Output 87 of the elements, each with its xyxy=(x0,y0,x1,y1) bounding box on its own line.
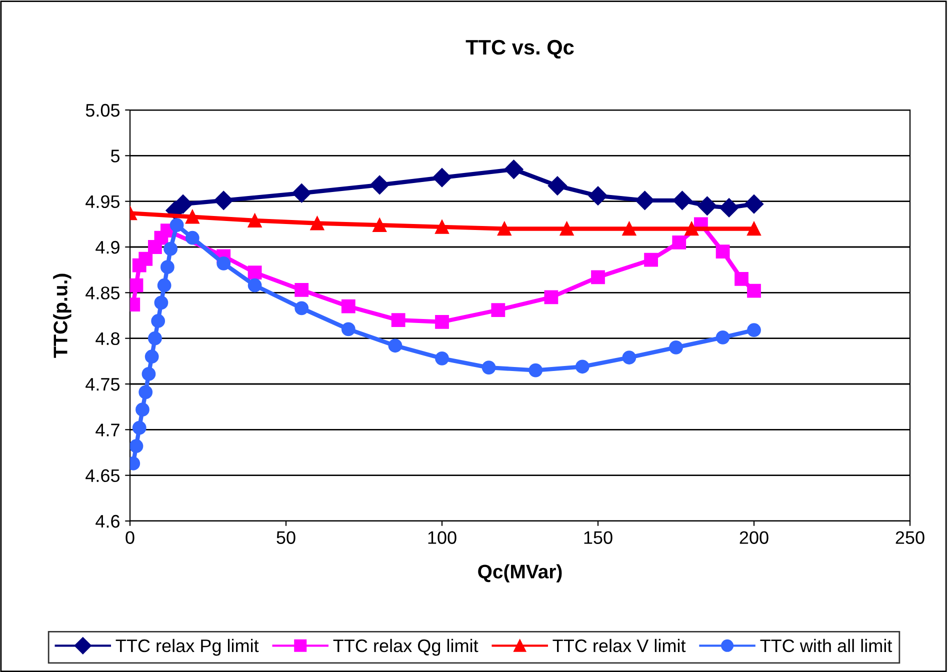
point xyxy=(185,210,200,224)
point xyxy=(669,340,683,354)
y-tick-label: 5.05 xyxy=(86,104,120,117)
point xyxy=(130,439,144,454)
x-tick-label: 100 xyxy=(428,531,456,544)
point xyxy=(544,290,558,304)
point xyxy=(716,330,730,344)
point xyxy=(734,272,748,286)
point xyxy=(575,360,590,374)
y-tick-label: 4.8 xyxy=(96,332,120,346)
chart-title: TTC vs. Qc xyxy=(466,40,574,59)
point xyxy=(214,190,234,210)
point xyxy=(138,385,153,400)
point xyxy=(528,363,543,378)
point xyxy=(435,220,449,234)
point xyxy=(157,278,172,292)
point xyxy=(720,198,739,218)
point xyxy=(622,350,636,364)
y-tick-label: 5 xyxy=(110,150,120,162)
point xyxy=(138,252,153,266)
point xyxy=(148,331,162,346)
point xyxy=(248,278,262,292)
point xyxy=(310,216,324,230)
y-tick-label: 4.9 xyxy=(96,240,120,254)
point xyxy=(160,260,174,274)
point xyxy=(744,194,764,214)
point xyxy=(341,299,356,314)
point xyxy=(248,214,262,228)
point xyxy=(482,360,496,375)
legend-label: TTC with all limit xyxy=(760,638,892,652)
y-tick-label: 4.85 xyxy=(86,286,120,300)
x-tick-label: 250 xyxy=(896,531,924,544)
point xyxy=(548,176,567,196)
point xyxy=(130,278,144,292)
point xyxy=(292,184,312,203)
point xyxy=(372,218,387,232)
x-tick-label: 150 xyxy=(584,531,612,544)
point xyxy=(370,175,390,194)
y-tick-label: 4.95 xyxy=(86,195,120,208)
point xyxy=(504,160,524,179)
point xyxy=(248,266,262,280)
point xyxy=(435,314,449,329)
point xyxy=(216,256,231,270)
point xyxy=(142,367,156,381)
point xyxy=(672,235,686,250)
y-tick-label: 4.75 xyxy=(86,378,120,391)
point xyxy=(747,284,761,298)
point xyxy=(170,218,184,232)
point xyxy=(635,190,654,210)
x-tick-label: 50 xyxy=(276,531,296,544)
legend-label: TTC relax Qg limit xyxy=(333,638,478,656)
point xyxy=(644,252,658,267)
point xyxy=(144,350,159,364)
point xyxy=(388,338,402,353)
y-tick-label: 4.6 xyxy=(96,514,120,528)
point xyxy=(588,186,608,206)
point xyxy=(672,190,692,210)
point xyxy=(497,222,512,236)
x-tick-label: 200 xyxy=(740,531,768,544)
point xyxy=(164,242,178,256)
point xyxy=(341,322,356,336)
point xyxy=(698,196,717,216)
point xyxy=(684,222,699,236)
y-tick-label: 4.65 xyxy=(86,469,120,482)
point xyxy=(432,168,452,188)
point xyxy=(294,282,309,297)
x-axis-title: Qc(MVar) xyxy=(478,564,562,582)
x-tick-label: 0 xyxy=(126,531,134,544)
point xyxy=(132,420,146,435)
point xyxy=(622,222,636,236)
y-axis-title: TTC(p.u.) xyxy=(53,274,72,358)
point xyxy=(747,222,761,236)
point xyxy=(154,296,168,310)
point xyxy=(151,314,166,328)
point xyxy=(591,270,605,284)
point xyxy=(491,303,506,317)
point xyxy=(560,222,574,236)
point xyxy=(391,313,406,328)
y-tick-label: 4.7 xyxy=(96,424,120,436)
point xyxy=(435,351,449,366)
point xyxy=(747,323,761,338)
point xyxy=(294,301,309,316)
point xyxy=(185,230,200,245)
legend-label: TTC relax V limit xyxy=(552,638,686,652)
point xyxy=(716,244,730,259)
point xyxy=(136,402,150,417)
legend-label: TTC relax Pg limit xyxy=(116,638,259,656)
